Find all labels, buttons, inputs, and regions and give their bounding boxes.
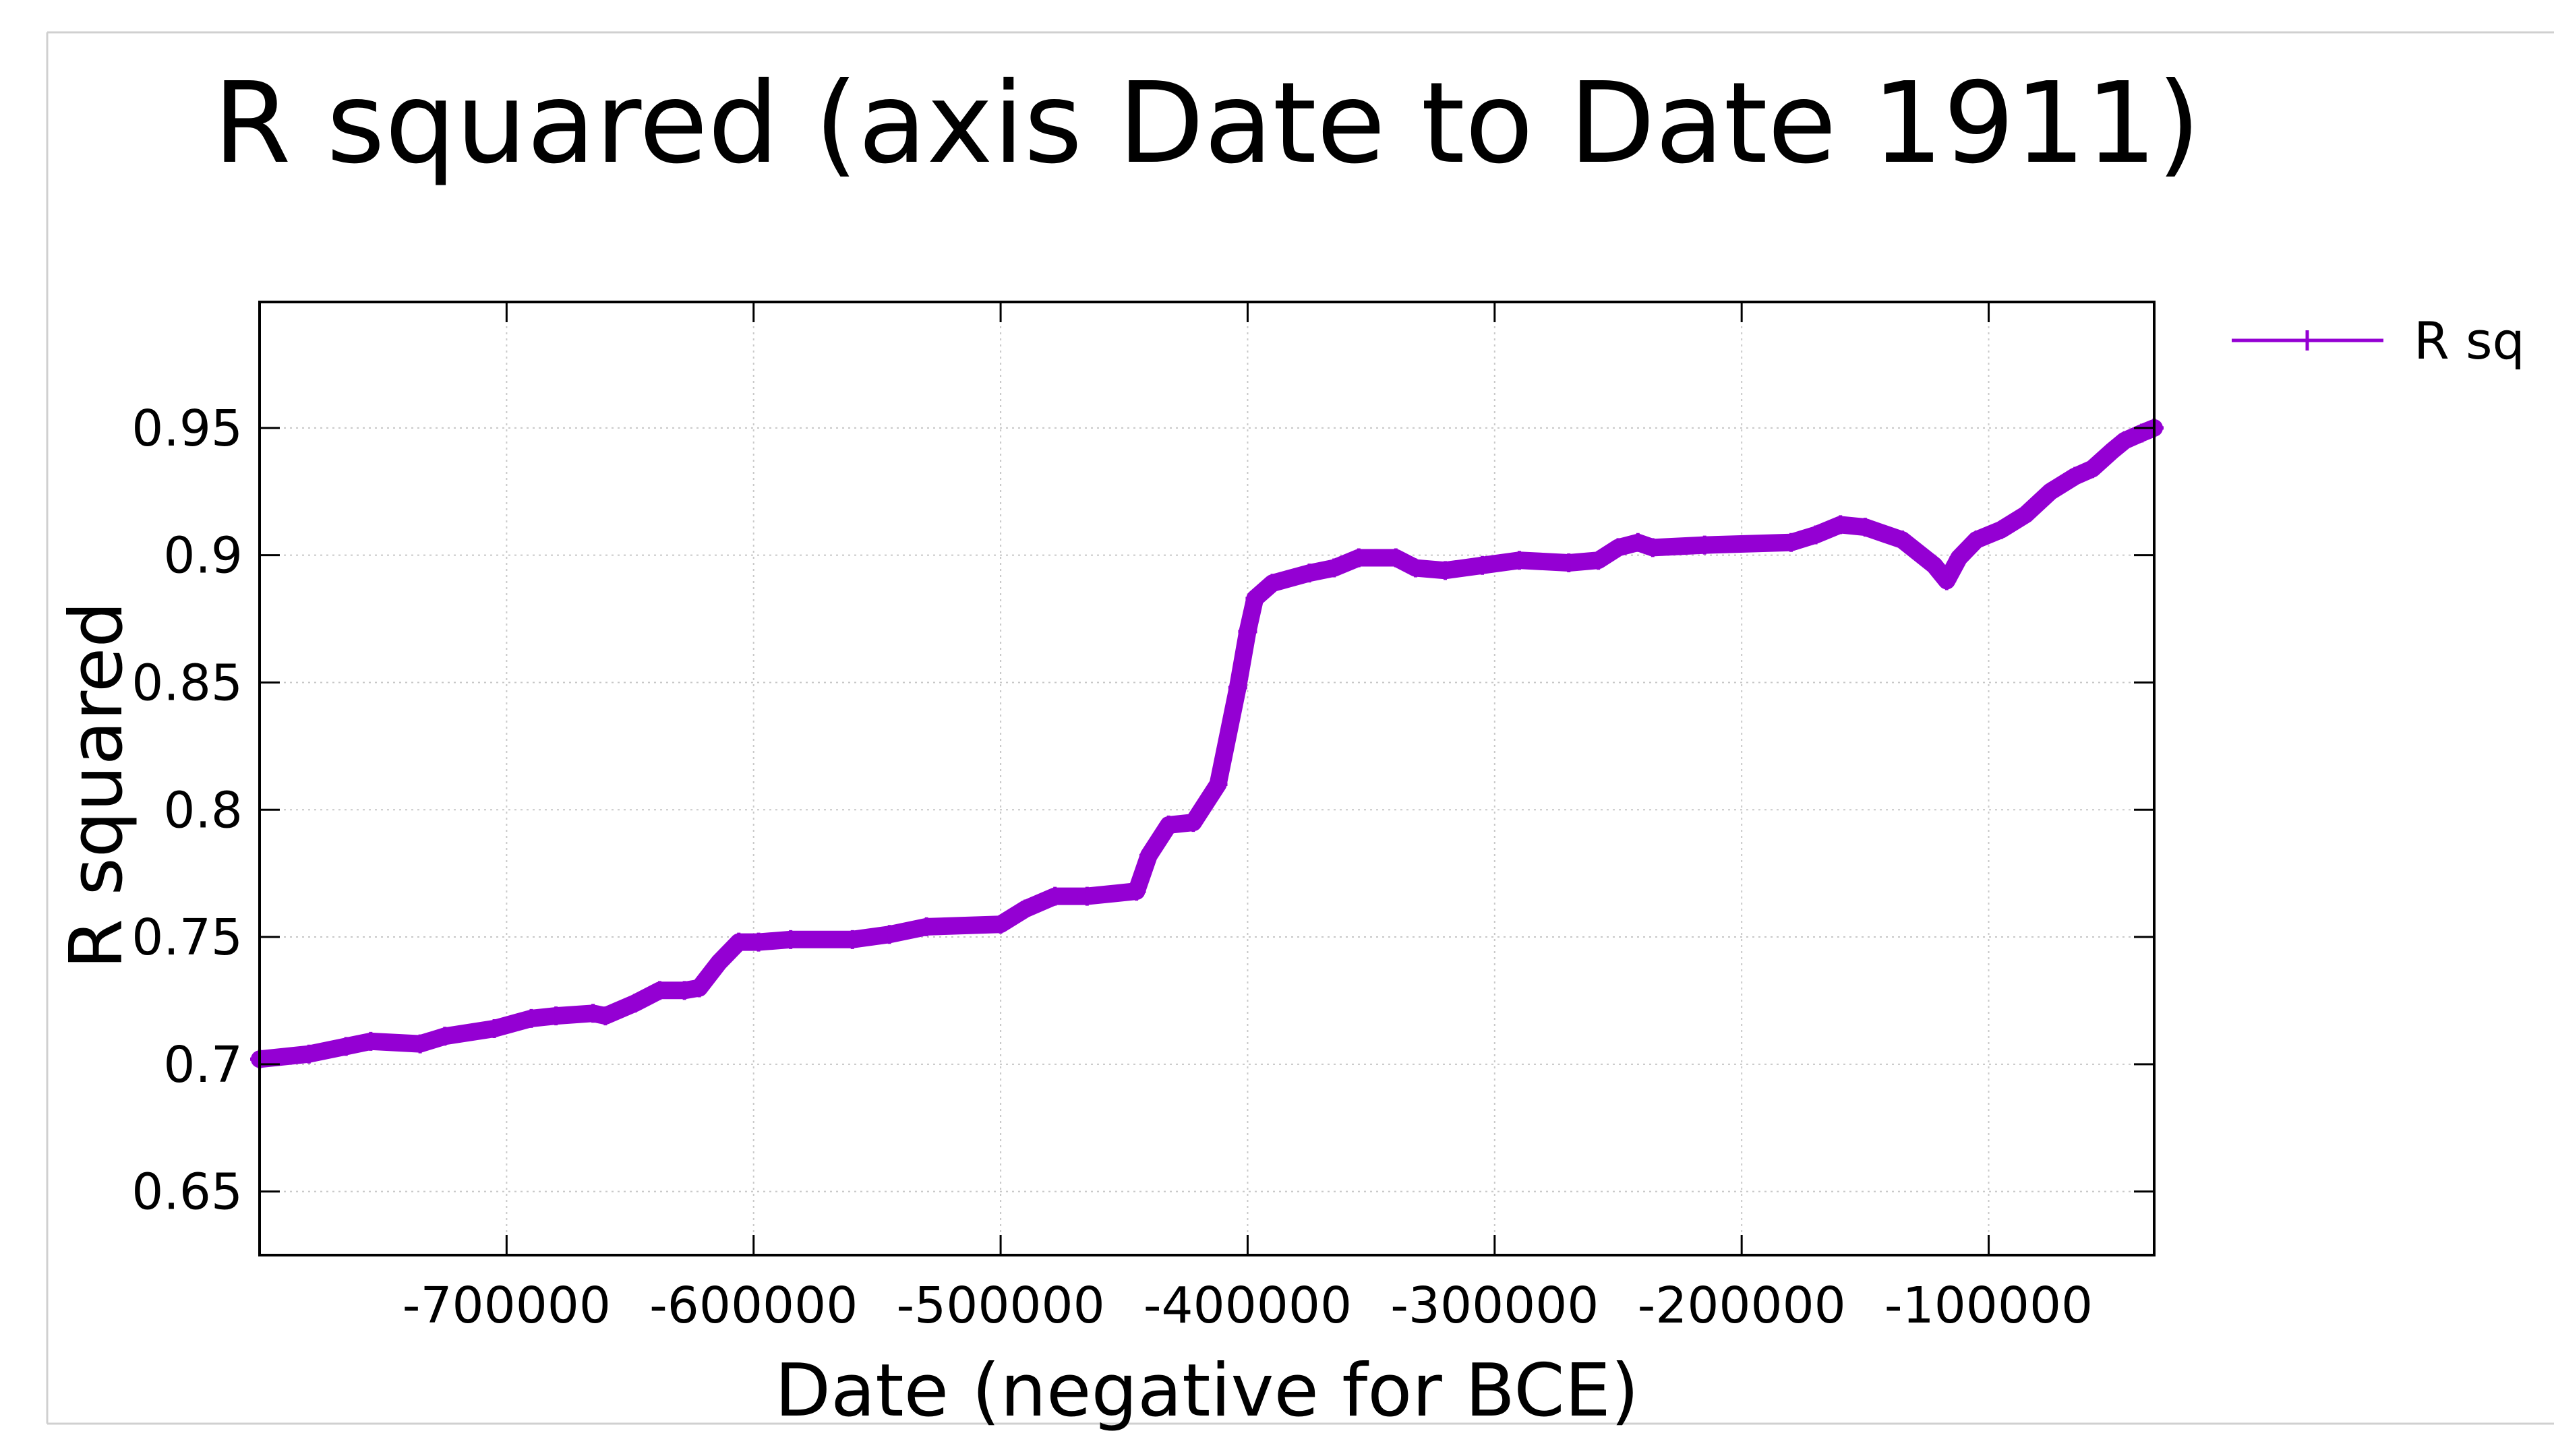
data-point-marker: [1324, 558, 1344, 578]
data-point-marker: [583, 1004, 603, 1023]
x-tick-label: -300000: [1390, 1277, 1599, 1335]
data-point-marker: [1183, 813, 1203, 832]
legend: R sq: [2232, 311, 2525, 371]
data-point-marker: [1045, 886, 1065, 906]
y-tick-label: 0.8: [163, 781, 243, 839]
data-point-marker: [917, 917, 937, 936]
data-point-marker: [1228, 678, 1247, 698]
data-point-marker: [650, 981, 670, 1000]
y-tick-label: 0.95: [131, 400, 243, 458]
data-point-marker: [880, 925, 899, 944]
data-point-marker: [1139, 846, 1158, 866]
data-point-marker: [299, 1044, 319, 1064]
y-tick-label: 0.7: [163, 1036, 243, 1094]
data-point-marker: [625, 994, 645, 1013]
data-point-marker: [411, 1034, 430, 1054]
chart-title: R squared (axis Date to Date 1911): [213, 59, 2201, 189]
y-tick-label: 0.85: [131, 654, 243, 712]
data-point-marker: [1893, 530, 1912, 550]
data-point-marker: [546, 1006, 566, 1026]
data-point-marker: [1077, 886, 1097, 906]
data-point-marker: [1967, 530, 1986, 550]
data-point-marker: [2016, 505, 2036, 524]
y-tick-label: 0.9: [163, 527, 243, 585]
data-point-marker: [1245, 588, 1265, 608]
data-point-marker: [1263, 574, 1282, 593]
data-point-marker: [843, 930, 862, 949]
gridlines: [260, 302, 2154, 1255]
data-point-marker: [2102, 441, 2122, 460]
data-point-marker: [1406, 558, 1425, 578]
data-point-marker: [1208, 775, 1228, 794]
data-point-marker: [1949, 548, 1969, 568]
data-point-marker: [1300, 564, 1319, 583]
data-point-marker: [1588, 551, 1608, 570]
data-point-marker: [1559, 553, 1578, 573]
x-tick-label: -500000: [896, 1277, 1104, 1335]
data-point-marker: [595, 1006, 615, 1026]
data-point-marker: [1435, 561, 1455, 580]
plot-area-border: [258, 301, 2156, 1256]
x-tick-label: -600000: [649, 1277, 858, 1335]
data-point-marker: [1991, 520, 2011, 539]
data-point-marker: [1608, 538, 1628, 557]
data-point-marker: [991, 915, 1011, 934]
data-point-marker: [2065, 466, 2085, 486]
data-point-marker: [1159, 815, 1179, 835]
data-point-marker: [1628, 533, 1648, 552]
data-point-marker: [749, 932, 769, 952]
data-point-marker: [1806, 525, 1826, 545]
x-axis-title: Date (negative for BCE): [775, 1349, 1639, 1433]
data-point-marker: [1349, 548, 1369, 568]
data-point-marker: [709, 952, 729, 972]
data-point-marker: [1695, 535, 1715, 555]
data-point-marker: [1924, 555, 1944, 575]
data-point-marker: [435, 1027, 454, 1046]
y-tick-label: 0.75: [131, 909, 243, 967]
data-point-marker: [2132, 423, 2151, 443]
data-point-marker: [729, 932, 748, 952]
data-point-marker: [781, 930, 800, 949]
data-point-marker: [1781, 533, 1801, 552]
data-point-marker: [336, 1037, 356, 1056]
data-point-marker: [1386, 548, 1406, 568]
axis-ticks: -700000 -600000 -500000 -400000 -300000 -2000…: [131, 302, 2154, 1335]
data-point-marker: [1015, 899, 1035, 919]
data-point-marker: [1127, 882, 1146, 901]
data-point-marker: [1831, 515, 1850, 535]
data-point-marker: [2041, 482, 2060, 502]
data-point-marker: [361, 1031, 380, 1051]
data-point-marker: [675, 981, 694, 1000]
x-tick-label: -400000: [1144, 1277, 1352, 1335]
data-point-marker: [1238, 621, 1257, 641]
data-point-marker: [1473, 555, 1492, 575]
x-tick-label: -700000: [403, 1277, 611, 1335]
data-point-marker: [2083, 459, 2102, 479]
data-point-marker: [485, 1019, 504, 1038]
data-point-marker: [521, 1008, 541, 1028]
data-point-marker: [1510, 551, 1529, 570]
data-point-marker: [1855, 518, 1875, 537]
y-axis-title: R squared: [55, 601, 139, 969]
x-tick-label: -200000: [1638, 1277, 1846, 1335]
data-point-marker: [1937, 571, 1957, 590]
series-layer: [250, 418, 2164, 1069]
data-point-marker: [690, 978, 709, 998]
data-point-marker: [2115, 431, 2135, 450]
series-line-r-sq: [251, 419, 2163, 1068]
data-point-marker: [1643, 538, 1663, 557]
x-tick-label: -100000: [1884, 1277, 2093, 1335]
y-tick-label: 0.65: [131, 1163, 243, 1221]
legend-label-r-sq: R sq: [2414, 311, 2525, 371]
